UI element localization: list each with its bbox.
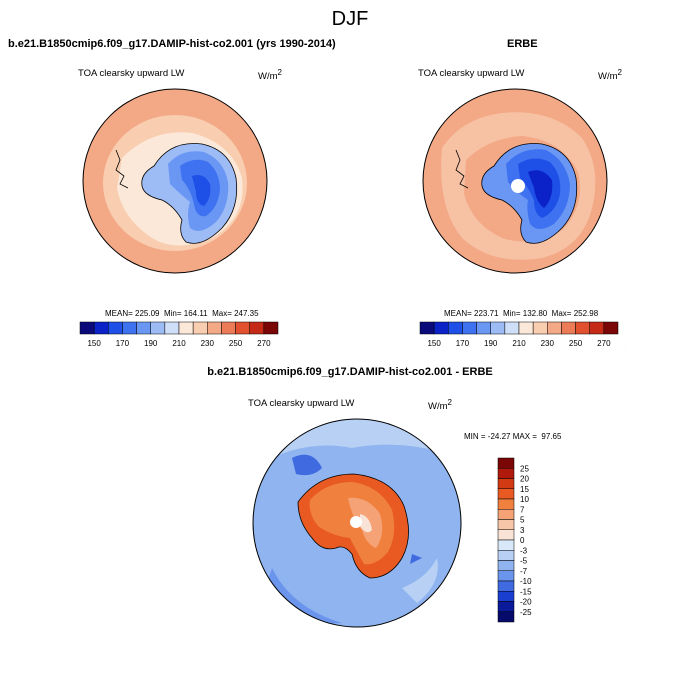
colorbar-tick-label: 150 xyxy=(427,339,441,348)
colorbar-swatch xyxy=(504,321,520,335)
colorbar-swatch xyxy=(221,321,236,335)
colorbar-tick-label: 10 xyxy=(520,495,529,504)
panel2-title: ERBE xyxy=(507,38,538,50)
colorbar-swatch xyxy=(419,321,435,335)
colorbar-swatch xyxy=(497,550,515,561)
colorbar-swatch xyxy=(235,321,250,335)
colorbar-swatch xyxy=(164,321,180,335)
colorbar-swatch xyxy=(532,321,548,335)
colorbar-swatch xyxy=(497,488,515,500)
colorbar-swatch xyxy=(476,321,491,335)
panel2-units: W/m2 xyxy=(598,68,622,83)
colorbar-tick-label: 170 xyxy=(456,339,470,348)
colorbar-swatch xyxy=(79,321,95,335)
colorbar-tick-label: -15 xyxy=(520,587,532,596)
colorbar-tick-label: 0 xyxy=(520,536,525,545)
colorbar-swatch xyxy=(497,468,515,479)
colorbar-swatch xyxy=(589,321,605,335)
colorbar-tick-label: 250 xyxy=(569,339,583,348)
colorbar-swatch xyxy=(497,580,515,592)
colorbar-swatch xyxy=(178,321,194,335)
colorbar-tick-label: 5 xyxy=(520,516,525,525)
panel1-colorbar: 150 170 190 210 230 250 270 290 xyxy=(79,321,286,348)
colorbar-swatch xyxy=(448,321,463,335)
panel2-stats: MEAN= 223.71 Min= 132.80 Max= 252.98 xyxy=(444,309,599,318)
colorbar-tick-label: 270 xyxy=(257,339,271,348)
colorbar-tick-label: 210 xyxy=(512,339,526,348)
panel3-title: b.e21.B1850cmip6.f09_g17.DAMIP-hist-co2.… xyxy=(207,366,493,378)
colorbar-tick-label: 210 xyxy=(172,339,186,348)
colorbar-tick-label: 230 xyxy=(201,339,215,348)
panel1-polar-map xyxy=(82,88,268,274)
colorbar-swatch xyxy=(93,321,109,335)
colorbar-swatch xyxy=(497,591,515,602)
colorbar-swatch xyxy=(497,519,515,530)
colorbar-tick-label: 20 xyxy=(520,475,529,484)
colorbar-swatch xyxy=(518,321,534,335)
panel3-polar-map xyxy=(252,418,462,628)
panel2-colorbar: 150 170 190 210 230 250 270 290 xyxy=(419,321,626,348)
colorbar-tick-label: -10 xyxy=(520,577,532,586)
panel2-variable-label: TOA clearsky upward LW xyxy=(418,68,525,79)
page-title: DJF xyxy=(331,8,369,30)
colorbar-swatch xyxy=(497,570,515,582)
colorbar-tick-label: -25 xyxy=(520,608,532,617)
panel1-stats: MEAN= 225.09 Min= 164.11 Max= 247.35 xyxy=(105,309,259,318)
colorbar-tick-label: 170 xyxy=(116,339,130,348)
colorbar-tick-label: 250 xyxy=(229,339,243,348)
colorbar-tick-label: 290 xyxy=(285,339,286,348)
colorbar-swatch xyxy=(497,478,515,489)
colorbar-tick-label: 150 xyxy=(87,339,101,348)
panel1-variable-label: TOA clearsky upward LW xyxy=(78,68,185,79)
colorbar-tick-label: 290 xyxy=(625,339,626,348)
colorbar-tick-label: 3 xyxy=(520,526,525,535)
panel1-title: b.e21.B1850cmip6.f09_g17.DAMIP-hist-co2.… xyxy=(8,38,336,50)
colorbar-swatch xyxy=(433,321,449,335)
colorbar-swatch xyxy=(497,601,515,612)
colorbar-swatch xyxy=(249,321,265,335)
colorbar-swatch xyxy=(497,498,515,510)
colorbar-swatch xyxy=(497,457,515,469)
colorbar-swatch xyxy=(150,321,166,335)
colorbar-swatch xyxy=(547,321,562,335)
colorbar-swatch xyxy=(497,560,515,571)
colorbar-swatch xyxy=(561,321,576,335)
colorbar-swatch xyxy=(603,321,619,335)
colorbar-tick-label: -7 xyxy=(520,567,528,576)
colorbar-swatch xyxy=(207,321,222,335)
panel2-polar-map xyxy=(422,88,608,274)
colorbar-tick-label: 190 xyxy=(484,339,498,348)
colorbar-tick-label: 15 xyxy=(520,485,529,494)
colorbar-tick-label: 230 xyxy=(541,339,555,348)
colorbar-swatch xyxy=(497,529,515,541)
colorbar-swatch xyxy=(497,509,515,520)
colorbar-tick-label: -20 xyxy=(520,598,532,607)
colorbar-tick-label: -3 xyxy=(520,546,528,555)
colorbar-swatch xyxy=(192,321,208,335)
colorbar-swatch xyxy=(136,321,151,335)
panel3-units: W/m2 xyxy=(428,398,452,413)
panel3-stats: MIN = -24.27 MAX = 97.65 xyxy=(464,432,562,441)
colorbar-tick-label: 25 xyxy=(520,464,529,473)
colorbar-tick-label: 7 xyxy=(520,505,525,514)
colorbar-swatch xyxy=(122,321,137,335)
colorbar-swatch xyxy=(462,321,477,335)
colorbar-swatch xyxy=(263,321,279,335)
colorbar-tick-label: 270 xyxy=(597,339,611,348)
colorbar-tick-label: 190 xyxy=(144,339,158,348)
panel3-variable-label: TOA clearsky upward LW xyxy=(248,398,355,409)
colorbar-swatch xyxy=(575,321,590,335)
colorbar-swatch xyxy=(497,611,515,623)
colorbar-tick-label: -5 xyxy=(520,557,528,566)
colorbar-swatch xyxy=(490,321,506,335)
colorbar-swatch xyxy=(497,539,515,551)
panel1-units: W/m2 xyxy=(258,68,282,83)
colorbar-swatch xyxy=(108,321,123,335)
